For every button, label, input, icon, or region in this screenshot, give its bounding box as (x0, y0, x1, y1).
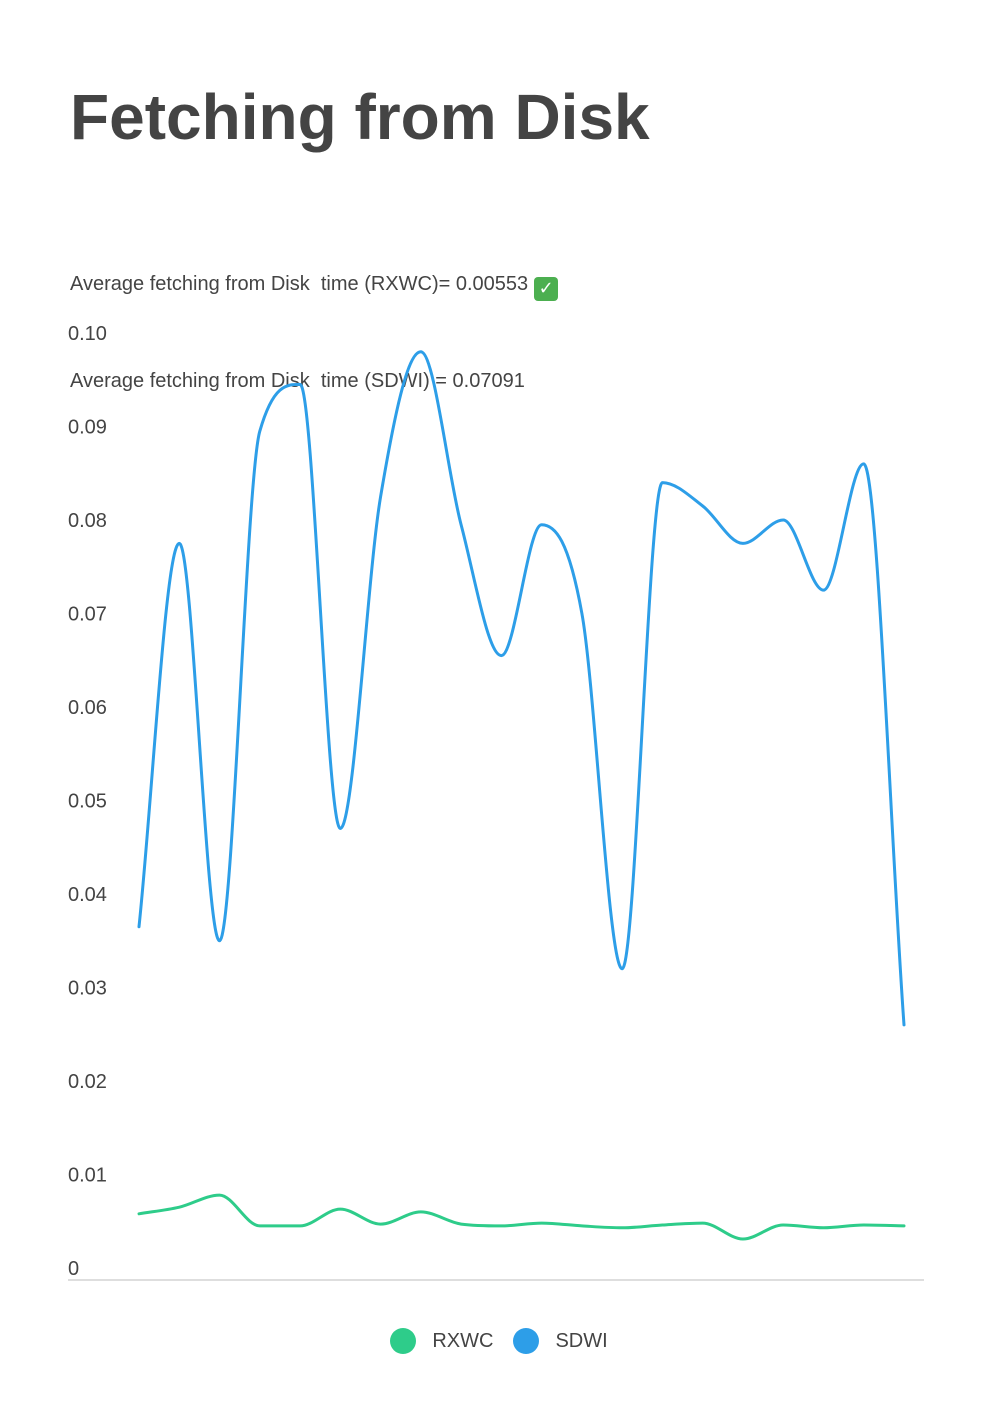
average-sdwi-line: Average fetching from Disk time (SDWI) =… (70, 370, 525, 392)
average-rxwc-line: Average fetching from Disk time (RXWC)= … (70, 268, 559, 301)
y-tick-label: 0.10 (68, 323, 107, 345)
series-line-sdwi (137, 350, 906, 1027)
series-line-rxwc (137, 1193, 906, 1241)
y-tick-label: 0 (68, 1258, 79, 1280)
y-tick-label: 0.05 (68, 791, 107, 813)
legend-item-sdwi[interactable]: SDWI (513, 1328, 608, 1354)
legend-swatch-rxwc (390, 1328, 417, 1354)
y-tick-label: 0.07 (68, 604, 107, 626)
legend-item-rxwc[interactable]: RXWC (390, 1328, 493, 1354)
average-rxwc-text: Average fetching from Disk time (RXWC)= … (70, 273, 529, 295)
legend-label-rxwc: RXWC (432, 1329, 494, 1352)
chart-subtitle: Average fetching from Disk time (RXWC)= … (70, 204, 559, 429)
y-tick-label: 0.09 (68, 417, 107, 439)
legend-swatch-sdwi (513, 1328, 540, 1354)
y-tick-label: 0.08 (68, 510, 107, 532)
y-axis-ticks: 0 0.01 0.02 0.03 0.04 0.05 0.06 0.07 0.08 0.09 0.1… (68, 323, 107, 1280)
y-tick-label: 0.03 (68, 978, 107, 1000)
chart-legend: RXWC SDWI (0, 1328, 998, 1354)
y-tick-label: 0.02 (68, 1071, 107, 1093)
y-tick-label: 0.01 (68, 1165, 107, 1187)
y-tick-label: 0.06 (68, 697, 107, 719)
legend-label-sdwi: SDWI (555, 1329, 608, 1352)
check-mark-icon: ✓ (534, 277, 559, 301)
chart-title: Fetching from Disk (70, 81, 650, 153)
y-tick-label: 0.04 (68, 884, 107, 906)
series-lines (137, 350, 906, 1241)
